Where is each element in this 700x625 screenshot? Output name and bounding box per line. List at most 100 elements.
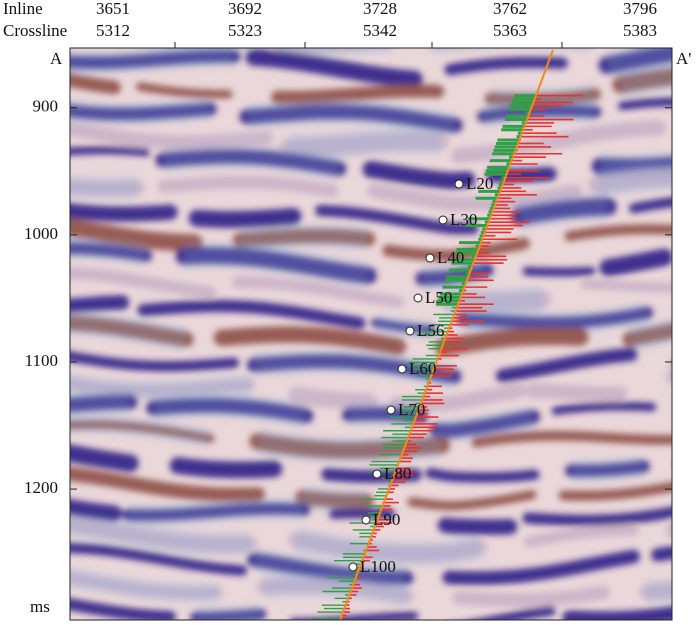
well-logs: [311, 49, 583, 620]
time-unit: ms: [30, 597, 50, 616]
reflector: [682, 442, 700, 464]
reflector: [442, 549, 641, 585]
halo: [627, 318, 672, 352]
halo: [252, 547, 407, 591]
reflector: [188, 207, 302, 228]
y-tick-label: 1100: [25, 351, 58, 370]
halo: [183, 241, 370, 289]
reflector: [288, 386, 378, 411]
halo: [373, 313, 433, 340]
reflector: [665, 522, 672, 538]
marker-label: L20: [466, 174, 493, 193]
reflector: [558, 481, 672, 501]
halo: [70, 512, 251, 557]
marker-label: L100: [360, 557, 396, 576]
marker-label: L90: [373, 510, 400, 529]
marker-label: L56: [417, 321, 444, 340]
inline-number: 3762: [493, 0, 527, 18]
reflector: [70, 542, 248, 576]
reflector: [188, 48, 240, 49]
crossline-number: 5383: [623, 21, 657, 40]
marker-dot: [386, 405, 396, 415]
reflector: [628, 197, 672, 214]
halo: [618, 63, 672, 99]
reflector: [271, 84, 445, 104]
reflector: [679, 340, 700, 365]
reflector: [137, 299, 366, 330]
section-image: [70, 48, 700, 620]
inline-number: 3692: [228, 0, 262, 18]
section-start: A: [50, 49, 63, 68]
reflector: [169, 457, 283, 479]
halo: [674, 375, 700, 379]
reflector: [688, 290, 700, 311]
reflector: [444, 56, 568, 76]
halo: [70, 97, 211, 126]
reflector: [245, 48, 423, 88]
reflector: [551, 401, 657, 416]
reflector: [522, 506, 672, 526]
reflector: [580, 279, 672, 294]
halo: [161, 144, 341, 181]
marker-dot: [413, 293, 423, 303]
marker-label: L70: [398, 400, 425, 419]
reflector: [362, 160, 476, 190]
reflector: [450, 119, 667, 164]
y-tick-label: 900: [33, 97, 59, 116]
halo: [288, 127, 441, 161]
marker-dot: [348, 562, 358, 572]
reflector: [523, 524, 640, 548]
crossline-number: 5363: [493, 21, 527, 40]
halo: [246, 99, 457, 138]
halo: [152, 392, 308, 428]
marker-dot: [372, 469, 382, 479]
reflector: [315, 204, 479, 235]
reflector: [651, 546, 672, 562]
inline-number: 3651: [96, 0, 130, 18]
halo: [140, 48, 251, 54]
reflector: [136, 82, 233, 99]
reflector: [382, 237, 530, 262]
reflector: [524, 383, 628, 402]
halo: [70, 310, 189, 352]
reflector: [70, 466, 266, 502]
inline-number: 3796: [623, 0, 657, 18]
halo: [255, 428, 443, 464]
reflector: [70, 121, 274, 150]
y-tick-label: 1000: [24, 224, 58, 243]
halo: [436, 405, 536, 443]
halo: [70, 415, 212, 448]
y-tick-label: 1200: [24, 478, 58, 497]
halo: [682, 442, 700, 464]
reflector: [70, 444, 139, 473]
halo: [462, 301, 649, 335]
reflector: [231, 276, 404, 308]
reflector: [213, 326, 407, 355]
halo: [490, 83, 597, 111]
reflector: [425, 468, 540, 483]
halo: [70, 174, 139, 201]
reflector: [70, 295, 130, 313]
marker-dot: [405, 326, 415, 336]
reflector: [70, 203, 178, 222]
reflector: [70, 146, 151, 157]
crossline-number: 5312: [96, 21, 130, 40]
marker-dot: [361, 515, 371, 525]
marker-label: L50: [425, 288, 452, 307]
halo: [196, 603, 261, 620]
reflector: [271, 48, 393, 55]
inline-label: Inline: [3, 0, 43, 18]
reflector: [70, 351, 240, 372]
annotations: 3651 5312 3692 5323 3728 5342 3762 5363 3796 5383…: [24, 0, 672, 576]
reflector: [407, 490, 537, 511]
halo: [300, 485, 367, 514]
reflector: [437, 517, 518, 535]
crossline-number: 5323: [228, 21, 262, 40]
crossline-number: 5342: [363, 21, 397, 40]
plot-frame: [69, 47, 673, 621]
halo: [253, 349, 456, 389]
reflector: [70, 266, 217, 299]
reflectors: [70, 48, 700, 620]
marker-label: L40: [437, 248, 464, 267]
